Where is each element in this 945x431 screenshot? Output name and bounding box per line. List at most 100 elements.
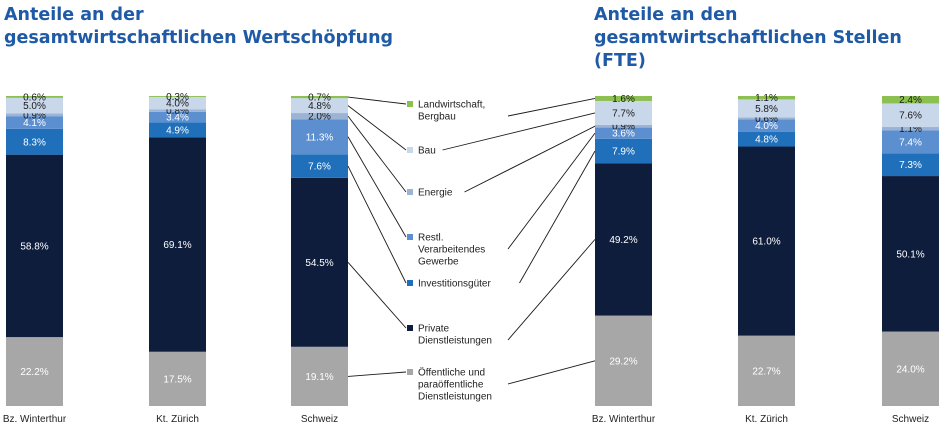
category-label-stellen-1: Kt. Zürich xyxy=(745,414,788,425)
chart-title-stellen-line-1: Anteile an den xyxy=(594,5,738,25)
chart-title-wertschoepfung-line-2: gesamtwirtschaftlichen Wertschöpfung xyxy=(4,28,394,48)
legend-label-line: Private xyxy=(418,324,450,335)
bar-wertschoepfung-0-private-dienstleistungen xyxy=(6,154,63,338)
bar-wertschoepfung-0-öffentliche-und-paraöffentliche-dienstleistungen xyxy=(6,337,63,406)
leader-line-left-öffentliche-und-paraöffentliche-dienstleistungen xyxy=(347,371,407,377)
data-label-wertschoepfung-2-landwirtschaft-bergbau: 0.7% xyxy=(308,93,331,104)
data-label-wertschoepfung-1-öffentliche-und-paraöffentliche-dienstleistungen: 17.5% xyxy=(163,374,191,385)
data-label-wertschoepfung-1-investitionsgüter: 4.9% xyxy=(166,125,189,136)
category-label-wertschoepfung-1: Kt. Zürich xyxy=(156,414,199,425)
data-label-stellen-1-energie: 0.6% xyxy=(755,114,778,125)
data-label-stellen-1-landwirtschaft-bergbau: 1.1% xyxy=(755,93,778,104)
data-label-stellen-1-investitionsgüter: 4.8% xyxy=(755,135,778,146)
leader-line-left-bau xyxy=(347,105,407,151)
data-label-wertschoepfung-0-investitionsgüter: 8.3% xyxy=(23,137,46,148)
legend-label-private-dienstleistungen: Private Dienstleistungen xyxy=(418,324,492,347)
leader-line-right-energie xyxy=(464,125,596,193)
leader-line-right-öffentliche-und-paraöffentliche-dienstleistungen xyxy=(507,360,596,385)
legend-label-line: paraöffentliche xyxy=(418,380,484,391)
data-label-wertschoepfung-1-energie: 0.8% xyxy=(166,106,189,117)
data-label-wertschoepfung-2-energie: 2.0% xyxy=(308,112,331,123)
data-label-stellen-1-private-dienstleistungen: 61.0% xyxy=(752,237,780,248)
leader-line-left-investitionsgüter xyxy=(347,165,407,284)
data-label-stellen-0-investitionsgüter: 7.9% xyxy=(612,146,635,157)
legend-label-investitionsgüter: Investitionsgüter xyxy=(418,279,491,290)
legend-label-line: Restl. xyxy=(418,233,444,244)
bar-stellen-2-investitionsgüter xyxy=(882,153,939,177)
data-label-stellen-0-öffentliche-und-paraöffentliche-dienstleistungen: 29.2% xyxy=(609,356,637,367)
category-label-stellen-2: Schweiz xyxy=(892,414,929,425)
data-label-stellen-1-öffentliche-und-paraöffentliche-dienstleistungen: 22.7% xyxy=(752,366,780,377)
bar-stellen-2-private-dienstleistungen xyxy=(882,176,939,332)
bar-stellen-1-investitionsgüter xyxy=(738,131,795,147)
bar-wertschoepfung-1-private-dienstleistungen xyxy=(149,137,206,352)
bar-wertschoepfung-2-private-dienstleistungen xyxy=(291,177,348,347)
bar-stellen-0-landwirtschaft-bergbau xyxy=(595,96,652,101)
bar-stellen-1-landwirtschaft-bergbau xyxy=(738,96,795,100)
bar-stellen-0-restl-verarbeitendes-gewerbe xyxy=(595,127,652,139)
legend-label-line: Bergbau xyxy=(418,112,456,123)
bar-stellen-1-öffentliche-und-paraöffentliche-dienstleistungen xyxy=(738,335,795,406)
data-label-wertschoepfung-0-öffentliche-und-paraöffentliche-dienstleistungen: 22.2% xyxy=(20,367,48,378)
data-label-stellen-1-bau: 5.8% xyxy=(755,104,778,115)
category-label-wertschoepfung-2: Schweiz xyxy=(301,414,338,425)
chart-title-stellen-line-2: gesamtwirtschaftlichen Stellen (FTE) xyxy=(594,28,902,71)
category-label-stellen-0: Bz. Winterthur xyxy=(592,414,656,425)
leader-line-right-private-dienstleistungen xyxy=(507,239,596,341)
leader-line-right-bau xyxy=(442,112,596,151)
legend-label-öffentliche-und-paraöffentliche-dienstleistungen: Öffentliche und paraöffentliche Dienstleis… xyxy=(418,367,492,403)
bar-wertschoepfung-1-restl-verarbeitendes-gewerbe xyxy=(149,111,206,123)
data-label-stellen-2-investitionsgüter: 7.3% xyxy=(899,160,922,171)
data-label-wertschoepfung-1-bau: 4.0% xyxy=(166,99,189,110)
legend-marker-restl-verarbeitendes-gewerbe xyxy=(407,234,413,240)
data-label-wertschoepfung-2-private-dienstleistungen: 54.5% xyxy=(305,258,333,269)
data-label-stellen-0-restl-verarbeitendes-gewerbe: 3.6% xyxy=(612,129,635,140)
bar-wertschoepfung-2-öffentliche-und-paraöffentliche-dienstleistungen xyxy=(291,346,348,406)
legend-label-restl-verarbeitendes-gewerbe: Restl. Verarbeitendes Gewerbe xyxy=(418,233,485,268)
bar-stellen-1-restl-verarbeitendes-gewerbe xyxy=(738,119,795,132)
data-label-stellen-2-landwirtschaft-bergbau: 2.4% xyxy=(899,95,922,106)
data-label-wertschoepfung-2-restl-verarbeitendes-gewerbe: 11.3% xyxy=(306,132,334,143)
data-label-stellen-0-energie: 0.9% xyxy=(612,122,635,133)
bar-wertschoepfung-2-landwirtschaft-bergbau xyxy=(291,96,348,99)
chart-title-wertschoepfung: Anteile an der gesamtwirtschaftlichen We… xyxy=(4,4,404,50)
legend-label-energie: Energie xyxy=(418,188,453,199)
bar-stellen-0-energie xyxy=(595,124,652,128)
bar-wertschoepfung-1-öffentliche-und-paraöffentliche-dienstleistungen xyxy=(149,351,206,406)
legend-marker-investitionsgüter xyxy=(407,280,413,286)
data-label-stellen-0-private-dienstleistungen: 49.2% xyxy=(609,235,637,246)
legend-label-line: Dienstleistungen xyxy=(418,392,492,403)
data-label-wertschoepfung-0-private-dienstleistungen: 58.8% xyxy=(20,241,48,252)
data-label-wertschoepfung-0-bau: 5.0% xyxy=(23,101,46,112)
bar-stellen-0-bau xyxy=(595,100,652,125)
data-label-stellen-1-restl-verarbeitendes-gewerbe: 4.0% xyxy=(755,121,778,132)
bar-stellen-1-bau xyxy=(738,99,795,118)
legend-label-bau: Bau xyxy=(418,146,436,157)
bar-wertschoepfung-0-investitionsgüter xyxy=(6,128,63,155)
category-label-wertschoepfung-0: Bz. Winterthur xyxy=(3,414,67,425)
bar-stellen-2-bau xyxy=(882,103,939,128)
chart-title-stellen: Anteile an den gesamtwirtschaftlichen St… xyxy=(594,4,944,73)
legend-marker-private-dienstleistungen xyxy=(407,325,413,331)
legend-marker-bau xyxy=(407,147,413,153)
leader-line-right-restl-verarbeitendes-gewerbe xyxy=(507,132,596,250)
bar-wertschoepfung-0-energie xyxy=(6,113,63,117)
legend-label-line: Dienstleistungen xyxy=(418,336,492,347)
legend-label-line: Öffentliche und xyxy=(418,367,485,379)
data-label-stellen-2-bau: 7.6% xyxy=(899,111,922,122)
bar-wertschoepfung-1-bau xyxy=(149,96,206,110)
data-label-stellen-2-öffentliche-und-paraöffentliche-dienstleistungen: 24.0% xyxy=(896,364,924,375)
bar-stellen-1-energie xyxy=(738,117,795,120)
leader-line-right-landwirtschaft-bergbau xyxy=(507,98,596,117)
bar-stellen-2-öffentliche-und-paraöffentliche-dienstleistungen xyxy=(882,331,939,406)
data-label-wertschoepfung-1-landwirtschaft-bergbau: 0.3% xyxy=(166,92,189,103)
data-label-wertschoepfung-0-energie: 0.9% xyxy=(23,110,46,121)
legend-marker-öffentliche-und-paraöffentliche-dienstleistungen xyxy=(407,369,413,375)
bar-wertschoepfung-0-landwirtschaft-bergbau xyxy=(6,96,63,98)
legend-label-line: Landwirtschaft, xyxy=(418,100,485,111)
data-label-wertschoepfung-0-landwirtschaft-bergbau: 0.6% xyxy=(23,92,46,103)
bar-wertschoepfung-0-restl-verarbeitendes-gewerbe xyxy=(6,116,63,129)
data-label-stellen-2-private-dienstleistungen: 50.1% xyxy=(896,249,924,260)
data-label-wertschoepfung-1-restl-verarbeitendes-gewerbe: 3.4% xyxy=(166,113,189,124)
bar-stellen-2-landwirtschaft-bergbau xyxy=(882,96,939,104)
